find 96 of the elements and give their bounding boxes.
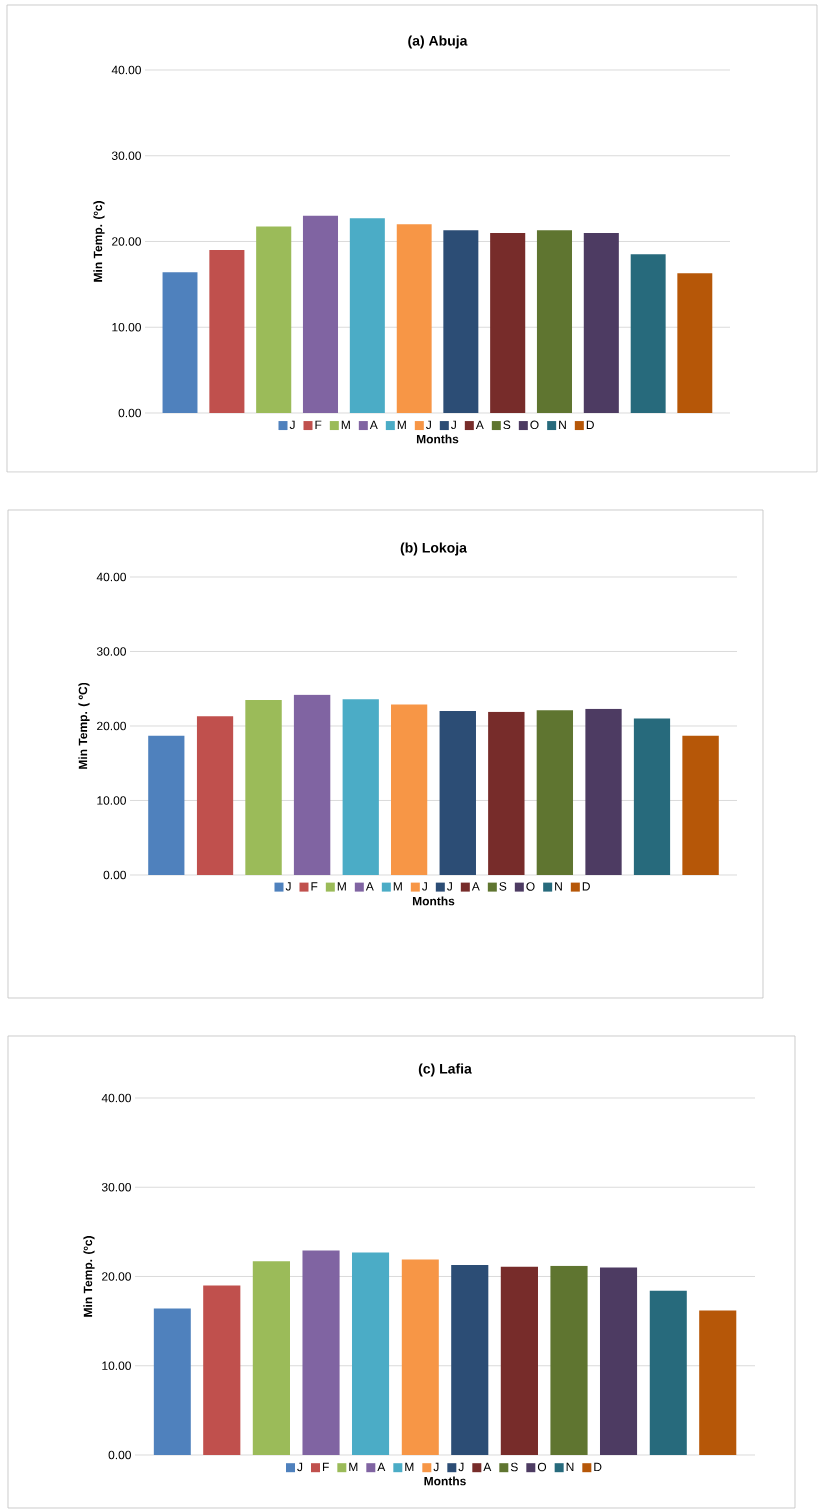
legend-label: J: [433, 1462, 439, 1472]
y-tick-label: 40.00: [111, 65, 141, 75]
legend-label: J: [458, 1462, 464, 1472]
legend-label: O: [537, 1462, 547, 1472]
legend-label: A: [377, 1462, 386, 1472]
bar: [599, 1267, 638, 1455]
bar: [649, 1290, 687, 1455]
y-tick-label: 20.00: [102, 1272, 131, 1281]
legend-label: M: [393, 882, 402, 891]
y-tick-label: 0.00: [118, 408, 141, 418]
bar: [245, 699, 282, 875]
bar: [550, 1265, 588, 1455]
bar: [396, 224, 432, 413]
bar: [302, 1250, 340, 1455]
legend-label: J: [451, 420, 456, 430]
bar: [352, 1252, 390, 1455]
bar: [583, 232, 619, 413]
legend-label: A: [471, 882, 480, 891]
legend-label: J: [447, 882, 452, 891]
legend-label: A: [365, 882, 374, 891]
bar: [443, 230, 479, 413]
x-axis-title: Months: [416, 434, 459, 444]
x-axis-title: Months: [412, 896, 455, 906]
legend-label: S: [503, 420, 511, 430]
bar: [536, 230, 573, 413]
legend-label: F: [311, 882, 318, 891]
chart-title: (b) Lokoja: [400, 542, 468, 556]
bar: [682, 735, 719, 875]
legend-label: M: [341, 420, 350, 429]
legend-label: S: [510, 1462, 518, 1472]
legend-label: J: [285, 882, 291, 891]
y-tick-label: 40.00: [101, 1093, 131, 1103]
y-tick-label: 20.00: [112, 237, 141, 246]
legend-label: J: [422, 882, 427, 891]
bar: [256, 226, 292, 413]
bar: [500, 1266, 538, 1455]
legend-label: D: [594, 1462, 602, 1472]
y-axis-title: Min Temp. (ºc): [83, 1236, 95, 1317]
bar: [490, 232, 526, 413]
legend-label: O: [526, 882, 535, 891]
bar: [342, 699, 379, 875]
bar: [488, 711, 525, 875]
bar: [699, 1310, 737, 1455]
x-axis-title: Months: [424, 1476, 466, 1486]
legend-label: M: [397, 420, 406, 429]
bar: [439, 711, 476, 875]
bar: [677, 273, 713, 413]
y-tick-label: 20.00: [97, 721, 126, 731]
bar: [585, 708, 622, 875]
legend-label: M: [349, 1462, 358, 1472]
bar: [630, 254, 666, 413]
y-tick-label: 40.00: [96, 572, 126, 582]
y-tick-label: 30.00: [111, 151, 141, 160]
legend-label: M: [405, 1462, 414, 1472]
bar: [349, 218, 385, 413]
bar: [302, 215, 339, 413]
y-tick-label: 30.00: [96, 647, 126, 656]
bar: [203, 1285, 241, 1455]
legend-label: N: [559, 420, 566, 429]
bar: [162, 272, 198, 413]
bar: [209, 250, 245, 413]
legend-label: J: [297, 1462, 303, 1472]
legend-label: S: [499, 882, 507, 891]
legend-label: J: [426, 420, 431, 430]
bar: [196, 716, 234, 875]
legend-label: D: [582, 882, 590, 891]
y-tick-label: 30.00: [101, 1183, 131, 1192]
legend-label: O: [530, 420, 539, 430]
legend-label: J: [289, 420, 295, 430]
y-tick-label: 10.00: [102, 1361, 131, 1370]
y-tick-label: 0.00: [108, 1450, 131, 1460]
legend-label: A: [475, 420, 484, 429]
legend-label: F: [322, 1462, 329, 1472]
legend-label: N: [566, 1462, 574, 1472]
legend-label: D: [586, 420, 594, 429]
chart-title: (c) Lafia: [418, 1063, 472, 1077]
bar: [391, 704, 428, 875]
y-axis-title: Min Temp. ( ºC): [78, 682, 90, 769]
y-tick-label: 0.00: [103, 870, 126, 880]
legend-label: M: [337, 882, 346, 891]
bar: [252, 1261, 290, 1455]
y-tick-label: 10.00: [112, 323, 141, 332]
bar: [536, 710, 574, 875]
bar: [293, 694, 331, 875]
legend-label: A: [369, 420, 378, 429]
bar: [148, 735, 185, 875]
bar: [401, 1259, 439, 1455]
bar: [633, 718, 671, 875]
legend-label: F: [315, 420, 322, 429]
y-tick-label: 10.00: [97, 796, 126, 805]
chart-title: (a) Abuja: [408, 35, 468, 49]
legend-label: A: [483, 1462, 492, 1472]
bar: [451, 1264, 489, 1455]
bar: [153, 1308, 191, 1455]
legend-label: N: [555, 882, 562, 891]
y-axis-title: Min Temp. (ºc): [93, 201, 105, 282]
